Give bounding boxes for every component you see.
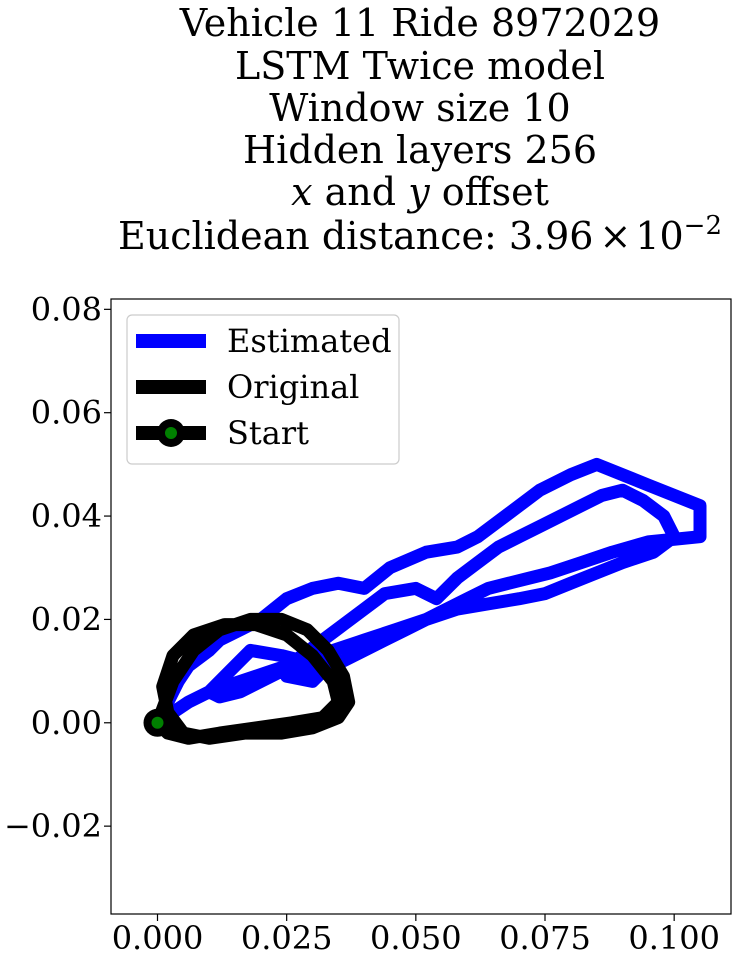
title-x-var: x bbox=[291, 170, 312, 214]
title-line-4: Hidden layers 256 bbox=[243, 128, 597, 172]
legend: Estimated Original Start bbox=[126, 314, 400, 465]
title-base: 10 bbox=[635, 214, 683, 258]
legend-label-estimated: Estimated bbox=[227, 322, 392, 360]
title-line-6: Euclidean distance: 3.96 × 10−2 bbox=[118, 211, 722, 258]
title-line-2: LSTM Twice model bbox=[235, 44, 605, 88]
series-layer bbox=[143, 457, 707, 745]
series-line-estimated bbox=[151, 457, 707, 730]
y-axis: −0.02 0.00 0.02 0.04 0.06 0.08 bbox=[4, 290, 111, 845]
title-distance-prefix: Euclidean distance: 3.96 bbox=[118, 214, 593, 258]
title-line-3: Window size 10 bbox=[269, 86, 570, 130]
y-tick-label: 0.02 bbox=[31, 600, 102, 638]
legend-entry-original: Original bbox=[136, 368, 359, 406]
title-and: and bbox=[313, 170, 409, 214]
title-offset: offset bbox=[430, 170, 549, 214]
y-tick-label: 0.00 bbox=[31, 704, 102, 742]
series-line-original bbox=[151, 612, 356, 745]
legend-marker-start-dot bbox=[165, 427, 177, 439]
y-tick-label: 0.04 bbox=[31, 497, 102, 535]
legend-entry-start: Start bbox=[136, 414, 309, 452]
x-tick-label: 0.025 bbox=[241, 919, 333, 957]
x-tick-label: 0.000 bbox=[112, 919, 204, 957]
legend-label-start: Start bbox=[227, 414, 309, 452]
x-axis: 0.000 0.025 0.050 0.075 0.100 bbox=[112, 914, 720, 957]
legend-label-original: Original bbox=[227, 368, 359, 406]
title-y-var: y bbox=[406, 170, 430, 214]
plot-frame bbox=[110, 298, 732, 915]
x-tick-label: 0.100 bbox=[628, 919, 720, 957]
start-marker-dot bbox=[151, 716, 164, 729]
title-line-1: Vehicle 11 Ride 8972029 bbox=[179, 1, 660, 45]
title-exponent: −2 bbox=[684, 211, 722, 241]
y-tick-label: 0.06 bbox=[31, 394, 102, 432]
title-line-5: x and y offset bbox=[291, 170, 549, 214]
legend-entry-estimated: Estimated bbox=[136, 322, 392, 360]
chart-title: Vehicle 11 Ride 8972029 LSTM Twice model… bbox=[118, 1, 722, 258]
title-times: × bbox=[599, 214, 631, 258]
x-tick-label: 0.050 bbox=[370, 919, 462, 957]
x-tick-label: 0.075 bbox=[499, 919, 591, 957]
y-tick-label: 0.08 bbox=[31, 290, 102, 328]
y-tick-label: −0.02 bbox=[4, 807, 102, 845]
